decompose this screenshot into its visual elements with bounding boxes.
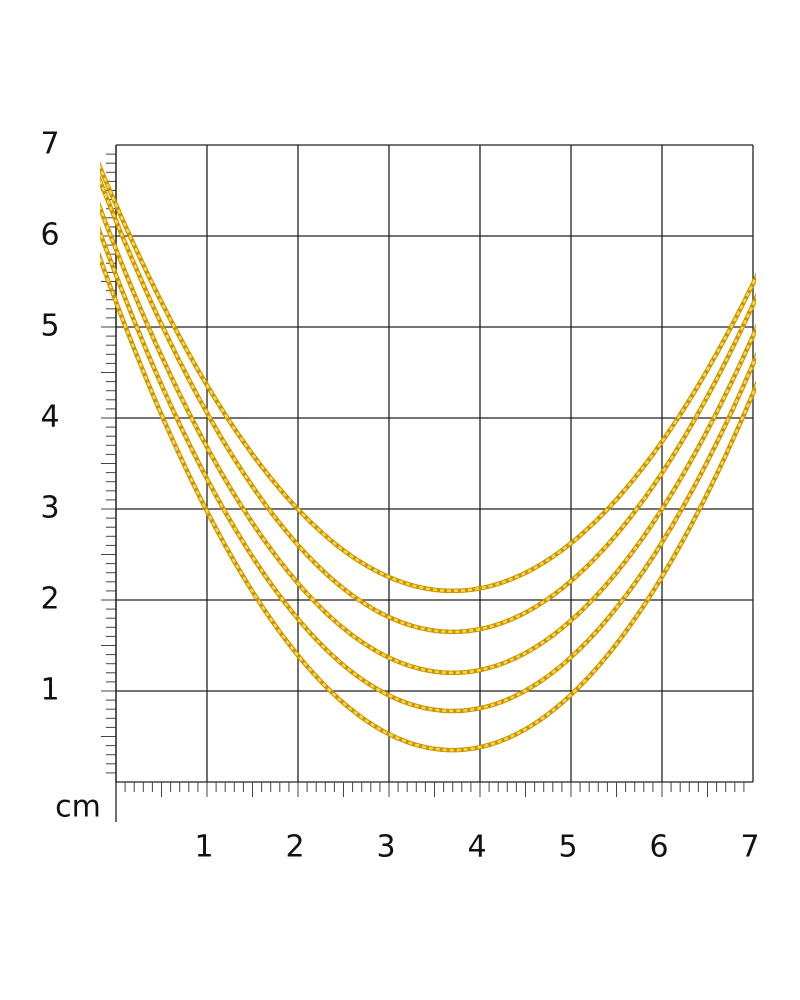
- y-label: 7: [40, 127, 59, 162]
- y-label: 1: [40, 673, 59, 708]
- y-label: 2: [40, 582, 59, 617]
- unit-label: cm: [55, 790, 101, 825]
- x-label: 1: [194, 830, 213, 865]
- y-label: 3: [40, 491, 59, 526]
- x-label: 2: [285, 830, 304, 865]
- x-label: 5: [558, 830, 577, 865]
- chain-links: [100, 228, 756, 713]
- x-label: 7: [740, 830, 759, 865]
- y-label: 4: [40, 400, 59, 435]
- x-label: 6: [649, 830, 668, 865]
- chain-links: [100, 163, 756, 593]
- labels: cm 1 2 3 4 5 6 7 1 2 3 4 5 6 7: [40, 127, 759, 865]
- chain-links: [100, 177, 756, 634]
- chain: [100, 161, 756, 594]
- x-label: 3: [376, 830, 395, 865]
- chain-links: [100, 254, 756, 752]
- y-label: 6: [40, 218, 59, 253]
- grid: [101, 144, 754, 822]
- chain-links: [100, 204, 756, 675]
- chains: [100, 161, 756, 753]
- y-label: 5: [40, 309, 59, 344]
- x-label: 4: [467, 830, 486, 865]
- chain: [100, 174, 756, 635]
